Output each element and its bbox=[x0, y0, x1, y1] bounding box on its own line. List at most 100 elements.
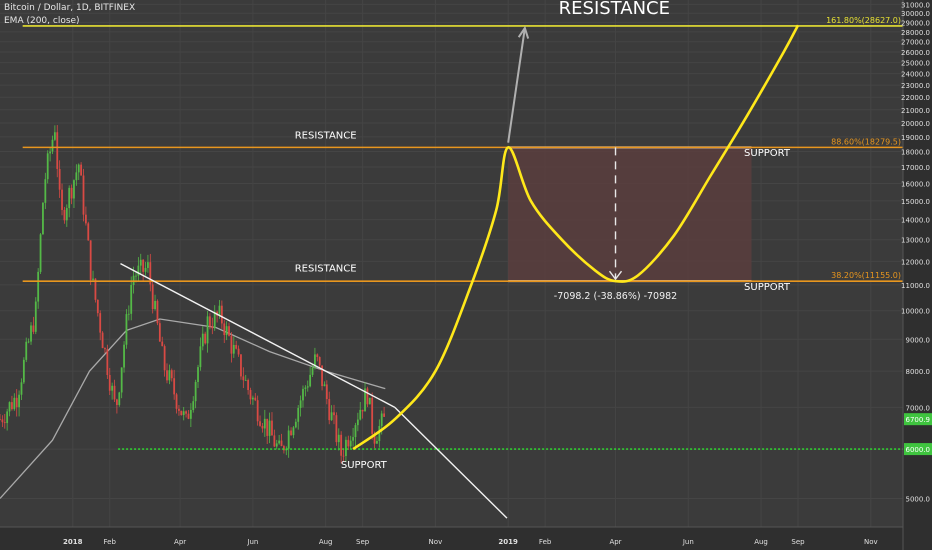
candle-body bbox=[223, 323, 226, 336]
candle-body bbox=[127, 313, 130, 315]
price-badge-label: 6700.9 bbox=[906, 416, 931, 424]
candle-body bbox=[73, 180, 75, 199]
x-tick-label: Feb bbox=[104, 538, 117, 546]
candle-body bbox=[268, 420, 271, 436]
forecast-zone bbox=[508, 147, 752, 282]
candle-body bbox=[53, 132, 56, 140]
candle-body bbox=[22, 359, 25, 383]
candle-body bbox=[106, 349, 109, 376]
x-tick-label: Sep bbox=[791, 538, 805, 546]
candle-body bbox=[290, 430, 292, 436]
y-tick-label: 16000.0 bbox=[901, 180, 930, 188]
candle-body bbox=[63, 209, 66, 221]
candle-body bbox=[120, 367, 123, 393]
candle-body bbox=[321, 365, 323, 387]
candle-body bbox=[37, 271, 40, 302]
x-tick-label: Nov bbox=[429, 538, 443, 546]
candle-body bbox=[189, 409, 192, 419]
symbol-title: Bitcoin / Dollar, 1D, BITFINEX bbox=[4, 3, 136, 13]
y-tick-label: 22000.0 bbox=[901, 94, 930, 102]
y-tick-label: 29000.0 bbox=[901, 19, 930, 27]
target-arrowhead bbox=[517, 25, 530, 39]
candle-body bbox=[6, 411, 9, 424]
candle-body bbox=[0, 419, 1, 421]
y-tick-label: 28000.0 bbox=[901, 29, 930, 37]
x-tick-label: Aug bbox=[754, 538, 768, 546]
candle-body bbox=[278, 440, 281, 444]
candle-body bbox=[356, 419, 359, 426]
candle-body bbox=[135, 275, 137, 277]
x-tick-label: Feb bbox=[539, 538, 552, 546]
candle-body bbox=[251, 397, 254, 400]
y-tick-label: 15000.0 bbox=[901, 198, 930, 206]
candle-body bbox=[51, 139, 54, 152]
candle-body bbox=[130, 285, 133, 314]
candle-body bbox=[87, 223, 90, 241]
candle-body bbox=[242, 376, 245, 381]
candle-body bbox=[27, 341, 30, 343]
candle-body bbox=[99, 313, 102, 333]
candle-body bbox=[170, 370, 173, 379]
price-axis-background bbox=[903, 0, 932, 550]
candle-body bbox=[318, 357, 321, 366]
candle-body bbox=[371, 397, 374, 434]
y-tick-label: 19000.0 bbox=[901, 134, 930, 142]
candle-body bbox=[68, 187, 71, 209]
candle-body bbox=[111, 385, 114, 391]
candle-body bbox=[249, 390, 252, 400]
trendline bbox=[394, 406, 508, 519]
y-tick-label: 9000.0 bbox=[906, 336, 931, 344]
x-tick-label: Jun bbox=[246, 538, 258, 546]
candle-body bbox=[80, 164, 83, 176]
level-annotation-label: SUPPORT bbox=[744, 282, 791, 293]
candle-body bbox=[345, 439, 347, 457]
indicator-label: EMA (200, close) bbox=[4, 16, 80, 26]
candle-body bbox=[232, 344, 235, 354]
candle-body bbox=[158, 323, 161, 342]
candle-body bbox=[340, 434, 343, 456]
candle-body bbox=[44, 179, 47, 203]
candle-body bbox=[92, 278, 94, 280]
y-tick-label: 26000.0 bbox=[901, 49, 930, 57]
candle-body bbox=[65, 208, 68, 221]
candle-body bbox=[228, 326, 230, 336]
level-annotation-label: SUPPORT bbox=[744, 148, 791, 159]
candle-body bbox=[84, 214, 87, 224]
level-annotation-label: SUPPORT bbox=[341, 460, 388, 471]
candle-body bbox=[263, 418, 266, 429]
candle-body bbox=[316, 354, 319, 358]
ema-200-line bbox=[0, 318, 386, 499]
candle-body bbox=[20, 382, 23, 395]
candle-body bbox=[364, 388, 366, 412]
y-tick-label: 27000.0 bbox=[901, 39, 930, 47]
candle-body bbox=[292, 427, 295, 436]
candle-body bbox=[283, 446, 285, 451]
candle-body bbox=[333, 412, 335, 416]
candle-body bbox=[323, 384, 326, 387]
level-annotation-label: RESISTANCE bbox=[295, 130, 357, 141]
y-tick-label: 14000.0 bbox=[901, 217, 930, 225]
candle-body bbox=[11, 402, 13, 410]
y-tick-label: 30000.0 bbox=[901, 10, 930, 18]
candle-body bbox=[213, 311, 216, 329]
y-tick-label: 11000.0 bbox=[901, 282, 930, 290]
candle-body bbox=[104, 348, 106, 350]
candle-body bbox=[237, 348, 240, 355]
level-annotation-label: RESISTANCE bbox=[295, 264, 357, 275]
candle-body bbox=[273, 435, 276, 447]
candle-body bbox=[206, 316, 209, 344]
candle-body bbox=[352, 437, 354, 441]
target-arrow-shaft bbox=[507, 27, 526, 143]
x-tick-label: 2019 bbox=[498, 538, 518, 546]
candle-body bbox=[306, 386, 309, 388]
candle-body bbox=[309, 374, 312, 387]
candle-body bbox=[18, 394, 20, 408]
price-badge-label: 6000.0 bbox=[906, 446, 931, 454]
candle-body bbox=[163, 346, 166, 371]
candle-body bbox=[142, 259, 145, 272]
candle-body bbox=[166, 370, 168, 381]
candle-body bbox=[42, 202, 44, 235]
candle-body bbox=[75, 172, 78, 181]
x-tick-label: Jun bbox=[682, 538, 694, 546]
